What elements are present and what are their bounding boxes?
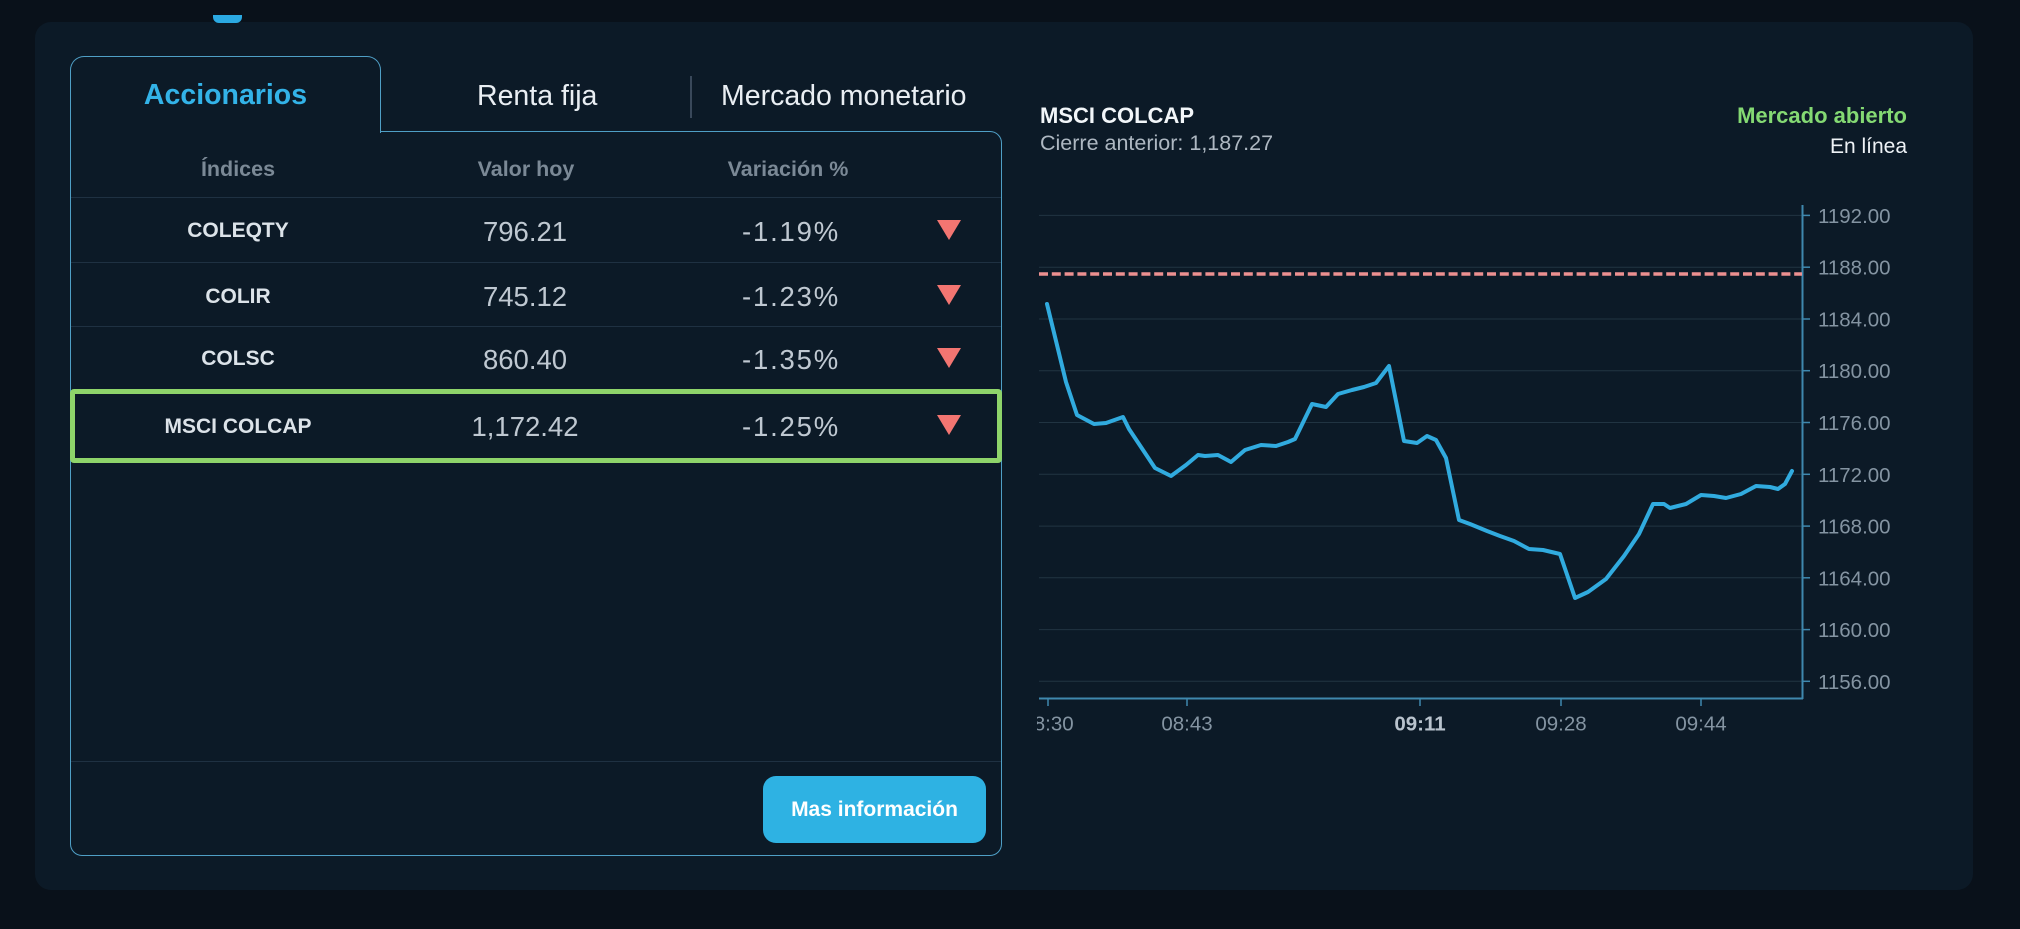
svg-text:08:30: 08:30 (1037, 713, 1074, 736)
svg-text:1180.00: 1180.00 (1818, 360, 1891, 383)
svg-text:1176.00: 1176.00 (1818, 412, 1891, 435)
svg-text:1184.00: 1184.00 (1818, 309, 1891, 332)
svg-text:08:43: 08:43 (1161, 713, 1212, 736)
svg-text:1168.00: 1168.00 (1818, 516, 1891, 539)
svg-text:1156.00: 1156.00 (1818, 671, 1891, 694)
svg-text:1164.00: 1164.00 (1818, 567, 1891, 590)
svg-text:1188.00: 1188.00 (1818, 257, 1891, 280)
svg-text:1172.00: 1172.00 (1818, 464, 1891, 487)
svg-text:09:11: 09:11 (1394, 713, 1445, 736)
svg-text:09:44: 09:44 (1675, 713, 1726, 736)
svg-text:09:28: 09:28 (1535, 713, 1586, 736)
svg-text:1192.00: 1192.00 (1818, 205, 1891, 228)
svg-text:1160.00: 1160.00 (1818, 619, 1891, 642)
